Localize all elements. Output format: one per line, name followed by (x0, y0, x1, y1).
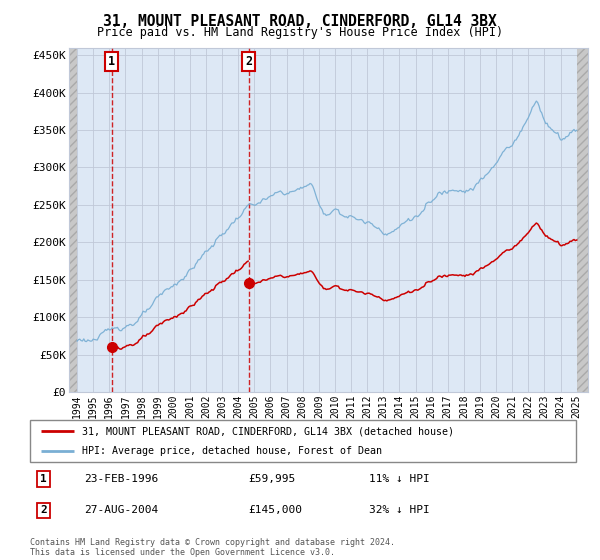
Text: 2: 2 (245, 55, 252, 68)
Text: 11% ↓ HPI: 11% ↓ HPI (368, 474, 429, 484)
Text: £59,995: £59,995 (248, 474, 296, 484)
Text: Price paid vs. HM Land Registry's House Price Index (HPI): Price paid vs. HM Land Registry's House … (97, 26, 503, 39)
Text: 1: 1 (40, 474, 47, 484)
Text: 31, MOUNT PLEASANT ROAD, CINDERFORD, GL14 3BX: 31, MOUNT PLEASANT ROAD, CINDERFORD, GL1… (103, 14, 497, 29)
Text: 32% ↓ HPI: 32% ↓ HPI (368, 505, 429, 515)
Bar (577, 48, 588, 392)
Text: 1: 1 (108, 55, 115, 68)
Text: HPI: Average price, detached house, Forest of Dean: HPI: Average price, detached house, Fore… (82, 446, 382, 456)
Text: 31, MOUNT PLEASANT ROAD, CINDERFORD, GL14 3BX (detached house): 31, MOUNT PLEASANT ROAD, CINDERFORD, GL1… (82, 426, 454, 436)
Text: 23-FEB-1996: 23-FEB-1996 (85, 474, 159, 484)
Text: Contains HM Land Registry data © Crown copyright and database right 2024.
This d: Contains HM Land Registry data © Crown c… (30, 538, 395, 557)
Text: £145,000: £145,000 (248, 505, 302, 515)
Text: 2: 2 (40, 505, 47, 515)
Bar (69, 48, 77, 392)
Text: 27-AUG-2004: 27-AUG-2004 (85, 505, 159, 515)
